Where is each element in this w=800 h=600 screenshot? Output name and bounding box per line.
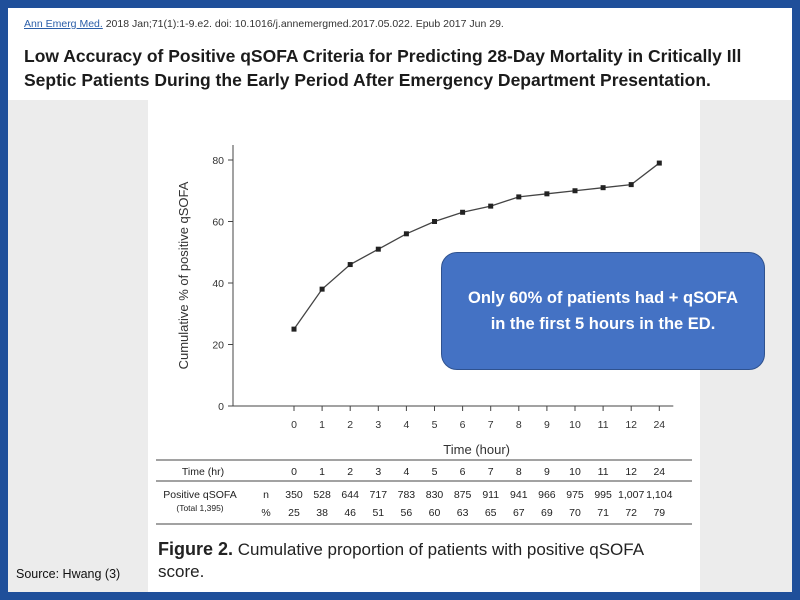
y-tick-label: 0: [218, 401, 224, 413]
table-pct-cell: 70: [569, 507, 581, 519]
table-n-cell: 830: [426, 489, 444, 501]
table-n-cell: 995: [594, 489, 612, 501]
figure-caption-text: Cumulative proportion of patients with p…: [158, 540, 644, 581]
x-tick-label: 6: [460, 419, 466, 431]
table-pct-cell: 65: [485, 507, 497, 519]
table-time-cell: 4: [403, 466, 409, 478]
table-time-cell: 1: [319, 466, 325, 478]
table-time-cell: 2: [347, 466, 353, 478]
data-point: [544, 191, 550, 197]
x-tick-label: 24: [653, 419, 665, 431]
article-title: Low Accuracy of Positive qSOFA Criteria …: [24, 46, 742, 90]
data-point: [291, 326, 297, 332]
table-n-cell: 1,007: [618, 489, 644, 501]
y-tick-label: 60: [212, 217, 224, 229]
y-tick-label: 20: [212, 340, 224, 352]
y-tick-label: 40: [212, 278, 224, 290]
table-pct-cell: 63: [457, 507, 469, 519]
table-header-label: Time (hr): [182, 466, 224, 478]
table-time-cell: 3: [375, 466, 381, 478]
x-tick-label: 10: [569, 419, 581, 431]
table-pct-label: %: [261, 507, 270, 519]
table-n-label: n: [263, 489, 269, 501]
data-point: [347, 262, 353, 268]
data-point: [656, 160, 662, 166]
x-tick-label: 11: [598, 419, 609, 431]
data-point: [628, 182, 634, 188]
table-time-cell: 7: [488, 466, 494, 478]
table-n-cell: 941: [510, 489, 528, 501]
data-point: [432, 219, 437, 224]
data-point: [460, 209, 466, 215]
x-tick-label: 3: [375, 419, 381, 431]
x-axis-label: Time (hour): [443, 442, 510, 457]
x-tick-label: 0: [291, 419, 297, 431]
table-n-cell: 528: [313, 489, 331, 501]
x-tick-label: 5: [432, 419, 438, 431]
table-pct-cell: 51: [372, 507, 384, 519]
table-time-cell: 6: [460, 466, 466, 478]
table-n-cell: 783: [398, 489, 416, 501]
table-time-cell: 8: [516, 466, 522, 478]
table-n-cell: 911: [482, 489, 499, 501]
table-pct-cell: 79: [653, 507, 665, 519]
table-pct-cell: 67: [513, 507, 525, 519]
x-tick-label: 12: [625, 419, 637, 431]
table-time-cell: 9: [544, 466, 550, 478]
table-n-cell: 1,104: [646, 489, 672, 501]
data-point: [600, 185, 606, 191]
table-time-cell: 12: [625, 466, 637, 478]
data-point: [516, 194, 522, 200]
table-time-cell: 11: [598, 466, 609, 478]
table-pct-cell: 69: [541, 507, 553, 519]
table-pct-cell: 71: [597, 507, 609, 519]
table-time-cell: 24: [653, 466, 665, 478]
table-pct-cell: 56: [401, 507, 413, 519]
x-tick-label: 2: [347, 419, 353, 431]
x-tick-label: 9: [544, 419, 550, 431]
table-pct-cell: 60: [429, 507, 441, 519]
y-axis-label: Cumulative % of positive qSOFA: [176, 181, 191, 369]
journal-link[interactable]: Ann Emerg Med.: [24, 18, 103, 30]
table-pct-cell: 72: [625, 507, 637, 519]
callout-box: Only 60% of patients had + qSOFA in the …: [441, 252, 765, 370]
table-row-sublabel: (Total 1,395): [176, 503, 223, 513]
table-time-cell: 0: [291, 466, 297, 478]
data-point: [488, 203, 494, 209]
table-row-label: Positive qSOFA: [163, 489, 237, 501]
source-note: Source: Hwang (3): [16, 567, 121, 581]
x-tick-label: 4: [403, 419, 409, 431]
table-pct-cell: 38: [316, 507, 328, 519]
table-time-cell: 5: [432, 466, 438, 478]
table-n-cell: 975: [566, 489, 584, 501]
table-n-cell: 966: [538, 489, 556, 501]
table-pct-cell: 46: [344, 507, 356, 519]
figure-caption: Figure 2. Cumulative proportion of patie…: [158, 538, 678, 583]
callout-text: Only 60% of patients had + qSOFA in the …: [467, 289, 738, 333]
data-point: [572, 188, 578, 194]
x-tick-label: 7: [488, 419, 494, 431]
x-tick-label: 1: [319, 419, 325, 431]
data-point: [403, 231, 409, 237]
citation-text: 2018 Jan;71(1):1-9.e2. doi: 10.1016/j.an…: [102, 18, 504, 30]
table-pct-cell: 25: [288, 507, 300, 519]
citation-line: Ann Emerg Med. 2018 Jan;71(1):1-9.e2. do…: [24, 18, 504, 30]
table-n-cell: 350: [285, 489, 303, 501]
table-n-cell: 644: [341, 489, 359, 501]
series-line: [293, 162, 660, 330]
x-tick-label: 8: [516, 419, 522, 431]
y-tick-label: 80: [212, 155, 224, 167]
table-n-cell: 875: [454, 489, 472, 501]
table-n-cell: 717: [370, 489, 388, 501]
data-point: [375, 246, 381, 252]
left-margin-panel: [8, 100, 148, 592]
article-header: Ann Emerg Med. 2018 Jan;71(1):1-9.e2. do…: [10, 8, 780, 100]
table-time-cell: 10: [569, 466, 581, 478]
data-point: [319, 286, 325, 292]
figure-label: Figure 2.: [158, 539, 234, 559]
